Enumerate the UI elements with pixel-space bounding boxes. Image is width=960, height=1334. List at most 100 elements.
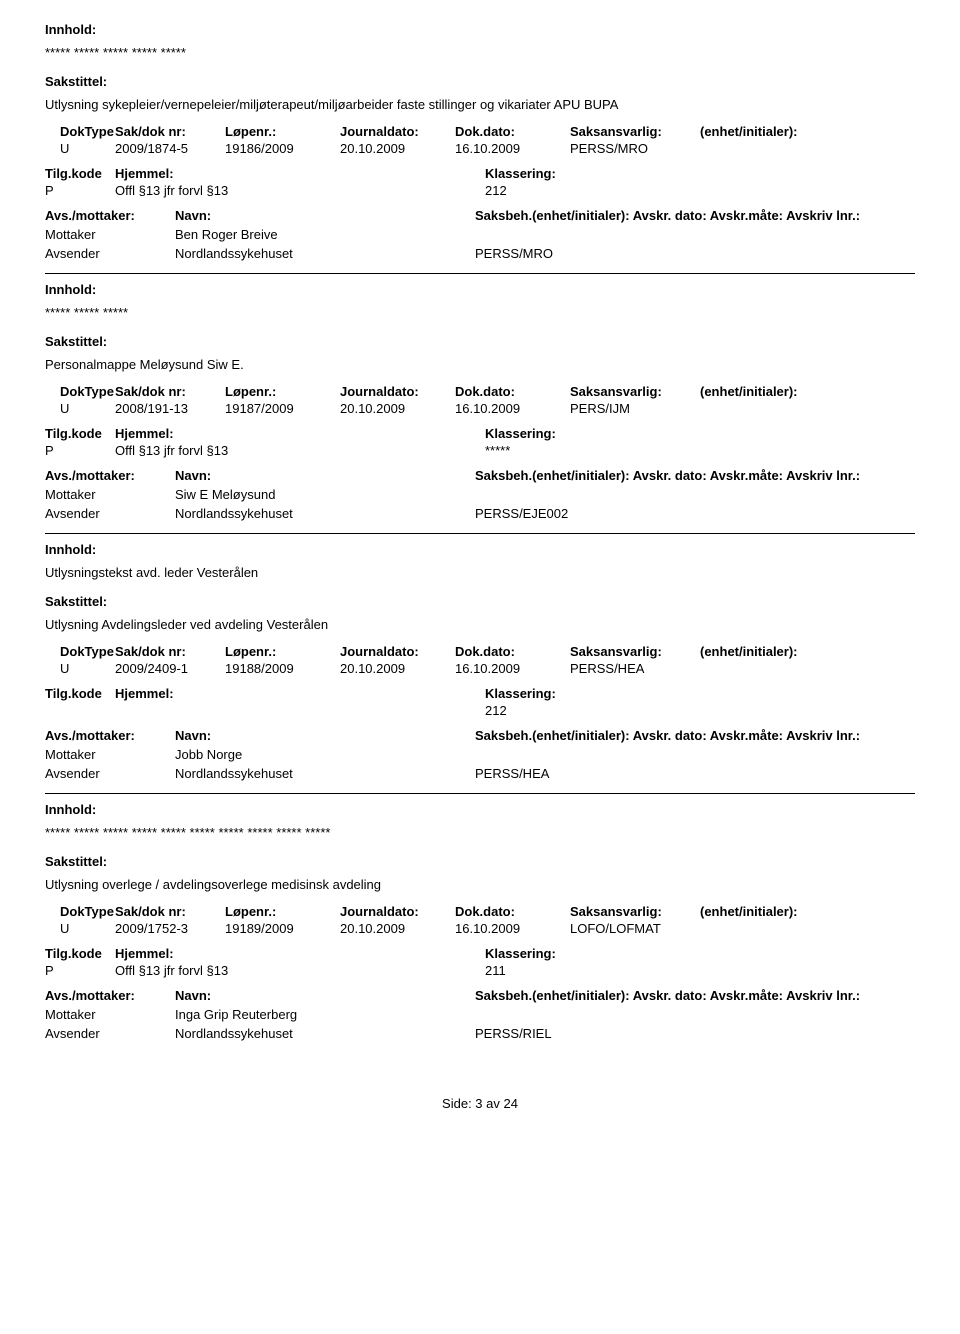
lopenr-value: 19186/2009 — [225, 141, 340, 156]
mottaker-name: Jobb Norge — [175, 747, 475, 762]
innhold-label: Innhold: — [45, 22, 915, 37]
dokdato-header: Dok.dato: — [455, 644, 570, 659]
avsender-row: Avsender Nordlandssykehuset PERSS/MRO — [45, 246, 915, 261]
klassering-header: Klassering: — [485, 426, 915, 441]
sakstittel-text: Personalmappe Meløysund Siw E. — [45, 357, 915, 372]
avsmottaker-header: Avs./mottaker: — [45, 988, 175, 1003]
avsender-unit: PERSS/RIEL — [475, 1026, 915, 1041]
header-row: DokType Sak/dok nr: Løpenr.: Journaldato… — [45, 124, 915, 139]
sakstittel-text: Utlysning sykepleier/vernepeleier/miljøt… — [45, 97, 915, 112]
doktype-header: DokType — [45, 384, 115, 399]
saksbeh-header: Saksbeh.(enhet/initialer): Avskr. dato: … — [475, 988, 915, 1003]
dokdato-header: Dok.dato: — [455, 904, 570, 919]
saksbeh-header: Saksbeh.(enhet/initialer): Avskr. dato: … — [475, 208, 915, 223]
avsender-label: Avsender — [45, 506, 175, 521]
klassering-value: 212 — [485, 183, 915, 198]
avs-header-row: Avs./mottaker: Navn: Saksbeh.(enhet/init… — [45, 728, 915, 743]
navn-header: Navn: — [175, 468, 475, 483]
navn-header: Navn: — [175, 988, 475, 1003]
mottaker-label: Mottaker — [45, 227, 175, 242]
saknr-value: 2009/2409-1 — [115, 661, 225, 676]
enhet-header: (enhet/initialer): — [700, 904, 850, 919]
journaldato-value: 20.10.2009 — [340, 661, 455, 676]
saksansvarlig-value: PERSS/HEA — [570, 661, 700, 676]
record-divider — [45, 533, 915, 534]
lopenr-value: 19188/2009 — [225, 661, 340, 676]
avsmottaker-header: Avs./mottaker: — [45, 208, 175, 223]
avsender-unit: PERSS/HEA — [475, 766, 915, 781]
saksansvarlig-header: Saksansvarlig: — [570, 904, 700, 919]
avsender-name: Nordlandssykehuset — [175, 506, 475, 521]
saksansvarlig-header: Saksansvarlig: — [570, 124, 700, 139]
tilgkode-value: P — [45, 963, 115, 978]
lopenr-header: Løpenr.: — [225, 644, 340, 659]
data-row: U 2009/1752-3 19189/2009 20.10.2009 16.1… — [45, 921, 915, 936]
doktype-value: U — [45, 401, 115, 416]
hjemmel-header: Hjemmel: — [115, 166, 485, 181]
saksbeh-header: Saksbeh.(enhet/initialer): Avskr. dato: … — [475, 468, 915, 483]
record-divider — [45, 273, 915, 274]
saknr-value: 2008/191-13 — [115, 401, 225, 416]
saknr-header: Sak/dok nr: — [115, 384, 225, 399]
mottaker-name: Inga Grip Reuterberg — [175, 1007, 475, 1022]
journal-record: Innhold: Utlysningstekst avd. leder Vest… — [45, 542, 915, 781]
hjemmel-value: Offl §13 jfr forvl §13 — [115, 443, 485, 458]
avs-header-row: Avs./mottaker: Navn: Saksbeh.(enhet/init… — [45, 468, 915, 483]
mottaker-row: Mottaker Ben Roger Breive — [45, 227, 915, 242]
dokdato-value: 16.10.2009 — [455, 141, 570, 156]
tilg-header-row: Tilg.kode Hjemmel: Klassering: — [45, 426, 915, 441]
klassering-value: 211 — [485, 963, 915, 978]
saknr-header: Sak/dok nr: — [115, 124, 225, 139]
saksansvarlig-value: PERSS/MRO — [570, 141, 700, 156]
innhold-label: Innhold: — [45, 542, 915, 557]
tilgkode-value — [45, 703, 115, 718]
avsender-name: Nordlandssykehuset — [175, 246, 475, 261]
innhold-text: ***** ***** ***** — [45, 305, 915, 320]
avsender-unit: PERSS/MRO — [475, 246, 915, 261]
doktype-value: U — [45, 921, 115, 936]
hjemmel-value: Offl §13 jfr forvl §13 — [115, 963, 485, 978]
lopenr-header: Løpenr.: — [225, 904, 340, 919]
mottaker-name: Siw E Meløysund — [175, 487, 475, 502]
avsender-label: Avsender — [45, 766, 175, 781]
saknr-value: 2009/1874-5 — [115, 141, 225, 156]
sakstittel-text: Utlysning overlege / avdelingsoverlege m… — [45, 877, 915, 892]
innhold-text: Utlysningstekst avd. leder Vesterålen — [45, 565, 915, 580]
mottaker-row: Mottaker Inga Grip Reuterberg — [45, 1007, 915, 1022]
saknr-header: Sak/dok nr: — [115, 644, 225, 659]
journaldato-header: Journaldato: — [340, 384, 455, 399]
enhet-header: (enhet/initialer): — [700, 384, 850, 399]
doktype-value: U — [45, 141, 115, 156]
lopenr-value: 19187/2009 — [225, 401, 340, 416]
mottaker-name: Ben Roger Breive — [175, 227, 475, 242]
navn-header: Navn: — [175, 728, 475, 743]
avs-header-row: Avs./mottaker: Navn: Saksbeh.(enhet/init… — [45, 988, 915, 1003]
doktype-header: DokType — [45, 904, 115, 919]
saksansvarlig-value: PERS/IJM — [570, 401, 700, 416]
tilg-data-row: P Offl §13 jfr forvl §13 211 — [45, 963, 915, 978]
journaldato-value: 20.10.2009 — [340, 401, 455, 416]
avsender-row: Avsender Nordlandssykehuset PERSS/RIEL — [45, 1026, 915, 1041]
sakstittel-text: Utlysning Avdelingsleder ved avdeling Ve… — [45, 617, 915, 632]
innhold-text: ***** ***** ***** ***** ***** ***** ****… — [45, 825, 915, 840]
klassering-header: Klassering: — [485, 686, 915, 701]
doktype-header: DokType — [45, 124, 115, 139]
sakstittel-label: Sakstittel: — [45, 594, 915, 609]
header-row: DokType Sak/dok nr: Løpenr.: Journaldato… — [45, 384, 915, 399]
avsender-unit: PERSS/EJE002 — [475, 506, 915, 521]
hjemmel-value: Offl §13 jfr forvl §13 — [115, 183, 485, 198]
tilg-data-row: P Offl §13 jfr forvl §13 212 — [45, 183, 915, 198]
hjemmel-header: Hjemmel: — [115, 426, 485, 441]
saksansvarlig-header: Saksansvarlig: — [570, 384, 700, 399]
tilg-header-row: Tilg.kode Hjemmel: Klassering: — [45, 166, 915, 181]
page-footer: Side: 3 av 24 — [45, 1096, 915, 1111]
tilgkode-header: Tilg.kode — [45, 426, 115, 441]
navn-header: Navn: — [175, 208, 475, 223]
tilg-data-row: 212 — [45, 703, 915, 718]
lopenr-value: 19189/2009 — [225, 921, 340, 936]
tilgkode-header: Tilg.kode — [45, 166, 115, 181]
dokdato-header: Dok.dato: — [455, 384, 570, 399]
journaldato-header: Journaldato: — [340, 124, 455, 139]
avs-header-row: Avs./mottaker: Navn: Saksbeh.(enhet/init… — [45, 208, 915, 223]
mottaker-label: Mottaker — [45, 747, 175, 762]
